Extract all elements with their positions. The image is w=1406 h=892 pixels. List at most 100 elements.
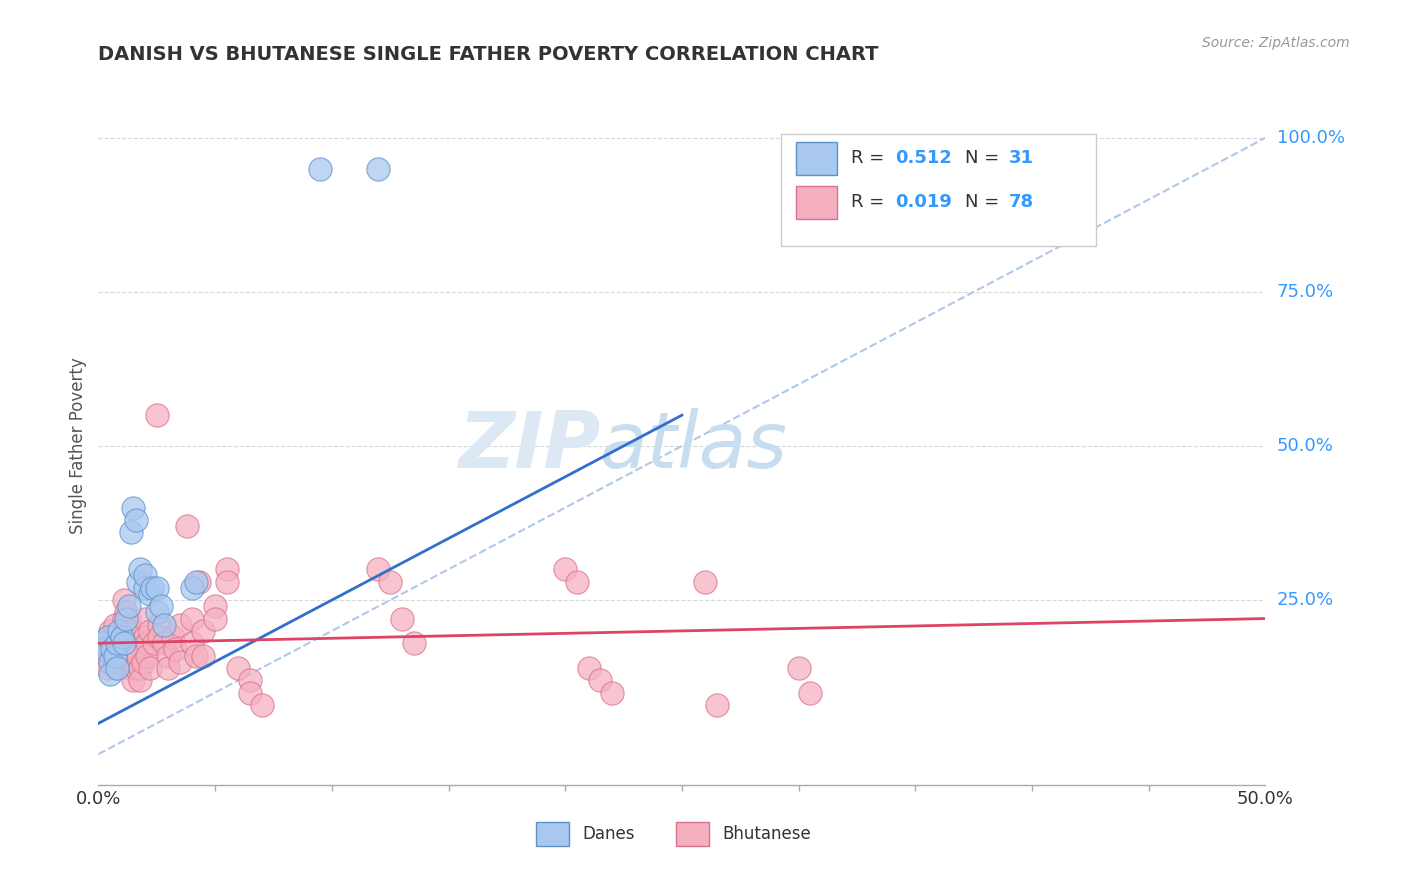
Point xyxy=(120,624,142,638)
Text: 31: 31 xyxy=(1008,149,1033,167)
Point xyxy=(186,648,208,663)
Point xyxy=(91,636,114,650)
Point xyxy=(139,661,162,675)
Point xyxy=(105,636,128,650)
Point xyxy=(309,161,332,176)
Text: 50.0%: 50.0% xyxy=(1277,437,1333,455)
FancyBboxPatch shape xyxy=(676,822,709,846)
Point xyxy=(112,636,135,650)
Point xyxy=(98,655,121,669)
Point xyxy=(98,624,121,638)
Point xyxy=(157,661,180,675)
Point xyxy=(108,648,131,663)
Point xyxy=(132,655,155,669)
Point xyxy=(787,661,810,675)
Point xyxy=(589,673,612,688)
Text: R =: R = xyxy=(851,149,890,167)
Point xyxy=(695,574,717,589)
Point xyxy=(105,661,128,675)
Point xyxy=(125,661,148,675)
Point xyxy=(193,624,215,638)
Point xyxy=(162,630,184,644)
Point xyxy=(129,673,152,688)
Point xyxy=(187,574,209,589)
Point xyxy=(402,636,425,650)
Point xyxy=(122,673,145,688)
Point xyxy=(193,648,215,663)
Text: 78: 78 xyxy=(1008,193,1033,211)
Point xyxy=(367,161,389,176)
Point xyxy=(578,661,600,675)
FancyBboxPatch shape xyxy=(536,822,568,846)
Point xyxy=(391,611,413,625)
Point xyxy=(98,642,121,657)
Point xyxy=(108,636,131,650)
Point xyxy=(146,408,169,422)
Point xyxy=(134,630,156,644)
Y-axis label: Single Father Poverty: Single Father Poverty xyxy=(69,358,87,534)
Text: N =: N = xyxy=(966,149,1005,167)
Point xyxy=(118,611,141,625)
Point xyxy=(136,648,159,663)
Text: atlas: atlas xyxy=(600,408,789,484)
Point xyxy=(118,599,141,614)
Point xyxy=(125,513,148,527)
Point xyxy=(554,562,576,576)
Text: Source: ZipAtlas.com: Source: ZipAtlas.com xyxy=(1202,36,1350,50)
Point xyxy=(148,617,170,632)
Point xyxy=(104,648,127,663)
Point xyxy=(94,648,117,663)
Point xyxy=(799,685,821,699)
Point xyxy=(101,630,124,644)
Point xyxy=(118,661,141,675)
Point xyxy=(97,636,120,650)
Text: DANISH VS BHUTANESE SINGLE FATHER POVERTY CORRELATION CHART: DANISH VS BHUTANESE SINGLE FATHER POVERT… xyxy=(98,45,879,63)
Point xyxy=(215,562,238,576)
Point xyxy=(134,568,156,582)
Point xyxy=(129,562,152,576)
Text: Danes: Danes xyxy=(582,825,636,843)
Text: 25.0%: 25.0% xyxy=(1277,591,1334,609)
Point xyxy=(141,581,163,595)
FancyBboxPatch shape xyxy=(782,134,1097,246)
Point xyxy=(143,636,166,650)
Point xyxy=(239,685,262,699)
Point xyxy=(94,655,117,669)
Point xyxy=(146,581,169,595)
Point xyxy=(115,611,138,625)
Point xyxy=(101,648,124,663)
FancyBboxPatch shape xyxy=(796,186,837,219)
Point xyxy=(239,673,262,688)
Point xyxy=(600,685,623,699)
Point xyxy=(139,587,162,601)
Point xyxy=(127,574,149,589)
Point xyxy=(146,606,169,620)
Point xyxy=(98,667,121,681)
Point xyxy=(127,648,149,663)
Point xyxy=(215,574,238,589)
Point xyxy=(152,617,174,632)
Text: 0.512: 0.512 xyxy=(896,149,952,167)
Point xyxy=(111,642,134,657)
Point xyxy=(565,574,588,589)
Text: ZIP: ZIP xyxy=(458,408,600,484)
Point xyxy=(120,642,142,657)
Point xyxy=(250,698,273,712)
Point xyxy=(367,562,389,576)
Text: N =: N = xyxy=(966,193,1005,211)
Point xyxy=(97,630,120,644)
Point xyxy=(157,648,180,663)
Point xyxy=(94,642,117,657)
Point xyxy=(148,630,170,644)
Point xyxy=(91,642,114,657)
Point xyxy=(129,661,152,675)
Point xyxy=(97,661,120,675)
Point xyxy=(105,661,128,675)
Point xyxy=(169,617,191,632)
Point xyxy=(165,642,187,657)
Point xyxy=(115,630,138,644)
Point xyxy=(111,630,134,644)
Point xyxy=(101,642,124,657)
Text: Bhutanese: Bhutanese xyxy=(723,825,811,843)
Point xyxy=(176,519,198,533)
